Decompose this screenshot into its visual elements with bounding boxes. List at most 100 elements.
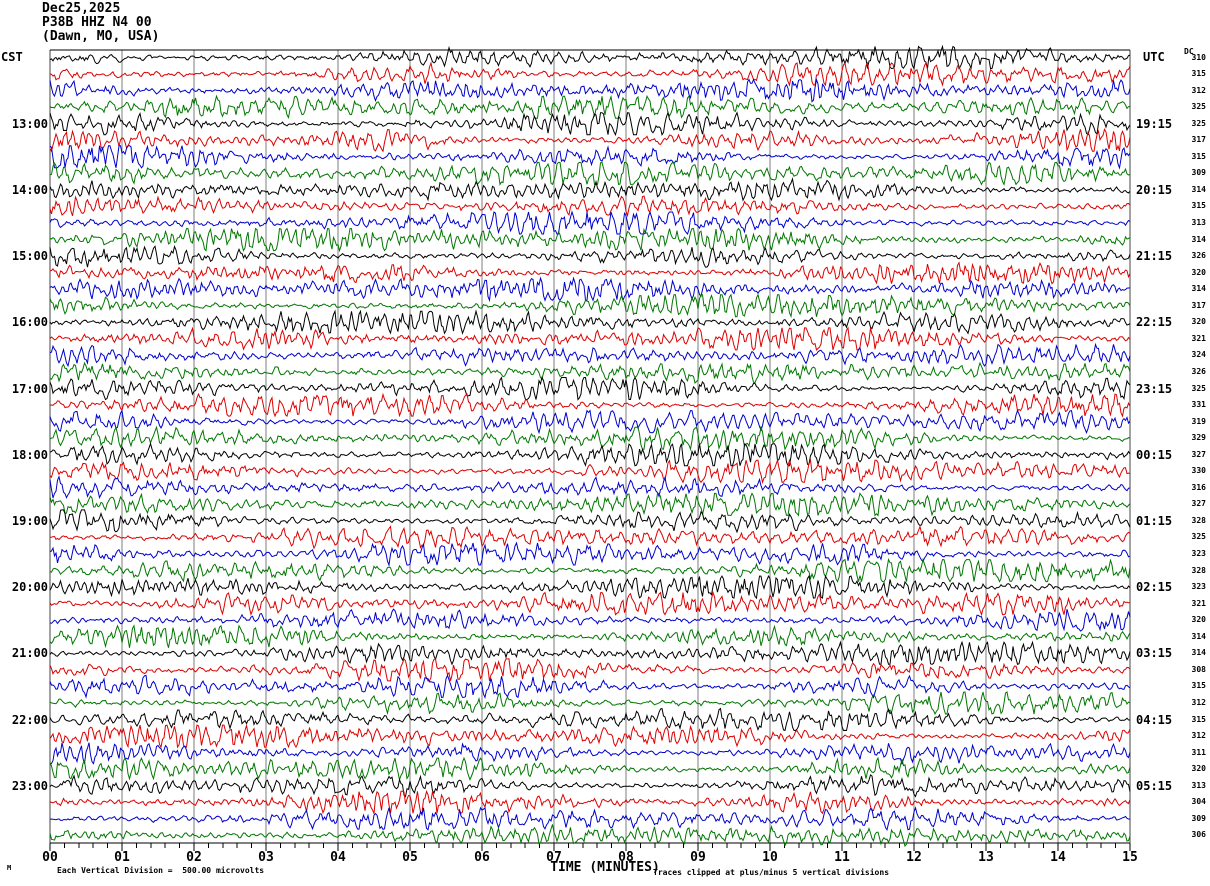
seismogram-trace-row-22 xyxy=(49,409,1131,435)
dc-value-row-27: 327 xyxy=(1191,499,1206,509)
corner-mark: M xyxy=(7,864,12,872)
seismogram-trace-row-19 xyxy=(49,361,1131,384)
seismogram-trace-row-47 xyxy=(49,824,1131,848)
seismogram-trace-row-23 xyxy=(49,425,1131,452)
seismogram-trace-row-34 xyxy=(49,608,1131,632)
timezone-right-label: UTC xyxy=(1143,50,1165,64)
seismogram-trace-row-36 xyxy=(49,640,1131,666)
x-tick-label-09: 09 xyxy=(690,850,706,865)
dc-value-row-29: 325 xyxy=(1191,532,1206,542)
dc-value-row-24: 327 xyxy=(1191,449,1206,459)
left-hour-label-20-00: 20:00 xyxy=(11,580,48,595)
seismogram-trace-row-29 xyxy=(49,524,1131,550)
dc-value-row-14: 314 xyxy=(1191,284,1206,294)
dc-value-row-30: 323 xyxy=(1191,549,1206,558)
dc-value-row-16: 320 xyxy=(1191,317,1206,327)
dc-value-row-31: 328 xyxy=(1191,565,1206,575)
seismogram-trace-row-7 xyxy=(49,161,1131,186)
dc-value-row-25: 330 xyxy=(1191,466,1206,476)
left-hour-label-22-00: 22:00 xyxy=(11,712,48,727)
dc-value-row-12: 326 xyxy=(1191,251,1206,261)
header-station: P38B HHZ N4 00 xyxy=(42,15,152,30)
seismogram-trace-row-32 xyxy=(49,574,1131,600)
dc-value-row-35: 314 xyxy=(1191,631,1206,641)
seismogram-trace-row-6 xyxy=(49,144,1131,170)
left-hour-label-19-00: 19:00 xyxy=(11,513,48,528)
seismogram-trace-row-18 xyxy=(49,342,1131,368)
dc-value-row-39: 312 xyxy=(1191,697,1206,707)
seismogram-trace-row-13 xyxy=(49,261,1131,285)
dc-value-row-22: 319 xyxy=(1191,416,1206,426)
dc-value-row-2: 312 xyxy=(1191,85,1206,95)
right-hour-label-19-15: 19:15 xyxy=(1136,116,1173,131)
dc-value-row-10: 313 xyxy=(1191,218,1206,227)
x-tick-label-12: 12 xyxy=(906,850,922,865)
left-hour-label-15-00: 15:00 xyxy=(11,249,48,264)
right-hour-label-22-15: 22:15 xyxy=(1136,315,1173,330)
seismogram-trace-row-30 xyxy=(49,541,1131,567)
seismogram-trace-row-14 xyxy=(49,276,1131,303)
x-tick-label-06: 06 xyxy=(474,850,490,865)
dc-value-row-0: 310 xyxy=(1191,52,1206,62)
x-tick-label-08: 08 xyxy=(618,850,634,865)
dc-value-row-43: 320 xyxy=(1191,764,1206,774)
seismogram-trace-row-35 xyxy=(49,624,1131,649)
x-tick-label-14: 14 xyxy=(1050,850,1066,865)
right-hour-label-20-15: 20:15 xyxy=(1136,182,1173,197)
left-hour-label-13-00: 13:00 xyxy=(11,116,48,131)
left-hour-label-18-00: 18:00 xyxy=(11,447,48,462)
timezone-left-label: CST xyxy=(1,50,23,64)
seismogram-trace-row-43 xyxy=(49,756,1131,782)
x-tick-label-02: 02 xyxy=(186,850,202,865)
dc-value-row-44: 313 xyxy=(1191,780,1206,790)
right-hour-label-23-15: 23:15 xyxy=(1136,381,1173,396)
seismogram-trace-row-21 xyxy=(49,392,1131,418)
left-hour-label-17-00: 17:00 xyxy=(11,381,48,396)
right-hour-label-05-15: 05:15 xyxy=(1136,778,1173,793)
seismogram-trace-row-16 xyxy=(49,309,1131,335)
dc-value-row-46: 309 xyxy=(1191,813,1206,823)
seismogram-trace-row-28 xyxy=(49,509,1131,534)
dc-value-row-28: 328 xyxy=(1191,515,1206,525)
dc-value-row-32: 323 xyxy=(1191,582,1206,592)
seismogram-trace-row-15 xyxy=(49,293,1131,319)
dc-value-row-41: 312 xyxy=(1191,731,1206,741)
dc-value-row-3: 325 xyxy=(1191,102,1206,112)
right-hour-label-03-15: 03:15 xyxy=(1136,646,1173,661)
left-hour-label-14-00: 14:00 xyxy=(11,182,48,197)
dc-value-row-26: 316 xyxy=(1191,482,1206,492)
seismogram-trace-row-39 xyxy=(49,691,1131,716)
dc-value-row-11: 314 xyxy=(1191,234,1206,244)
left-hour-label-16-00: 16:00 xyxy=(11,315,48,330)
dc-value-row-42: 311 xyxy=(1191,747,1206,757)
seismogram-trace-row-5 xyxy=(49,127,1131,153)
x-tick-label-05: 05 xyxy=(402,850,418,865)
left-hour-label-21-00: 21:00 xyxy=(11,646,48,661)
x-tick-label-10: 10 xyxy=(762,850,778,865)
x-tick-label-00: 00 xyxy=(42,850,58,865)
x-tick-label-07: 07 xyxy=(546,850,562,865)
dc-value-row-9: 315 xyxy=(1191,201,1206,211)
dc-value-row-1: 315 xyxy=(1191,69,1206,79)
dc-value-row-19: 326 xyxy=(1191,366,1206,376)
x-tick-label-01: 01 xyxy=(114,850,130,865)
dc-value-row-36: 314 xyxy=(1191,648,1206,658)
seismogram-trace-row-0 xyxy=(49,44,1131,71)
dc-value-row-13: 320 xyxy=(1191,267,1206,277)
x-tick-label-04: 04 xyxy=(330,850,346,865)
scale-note: Each Vertical Division = 500.00 microvol… xyxy=(57,866,265,875)
seismogram-trace-row-25 xyxy=(49,458,1131,485)
seismogram-trace-row-40 xyxy=(49,707,1131,732)
seismogram-trace-row-37 xyxy=(49,657,1131,683)
dc-value-row-6: 315 xyxy=(1191,151,1206,161)
x-tick-label-03: 03 xyxy=(258,850,274,865)
right-hour-label-00-15: 00:15 xyxy=(1136,447,1173,462)
x-tick-label-13: 13 xyxy=(978,850,994,865)
dc-value-row-15: 317 xyxy=(1191,300,1206,310)
header-date: Dec25,2025 xyxy=(42,1,121,16)
dc-value-row-20: 325 xyxy=(1191,383,1206,393)
left-hour-label-23-00: 23:00 xyxy=(11,778,48,793)
right-hour-label-04-15: 04:15 xyxy=(1136,712,1173,727)
